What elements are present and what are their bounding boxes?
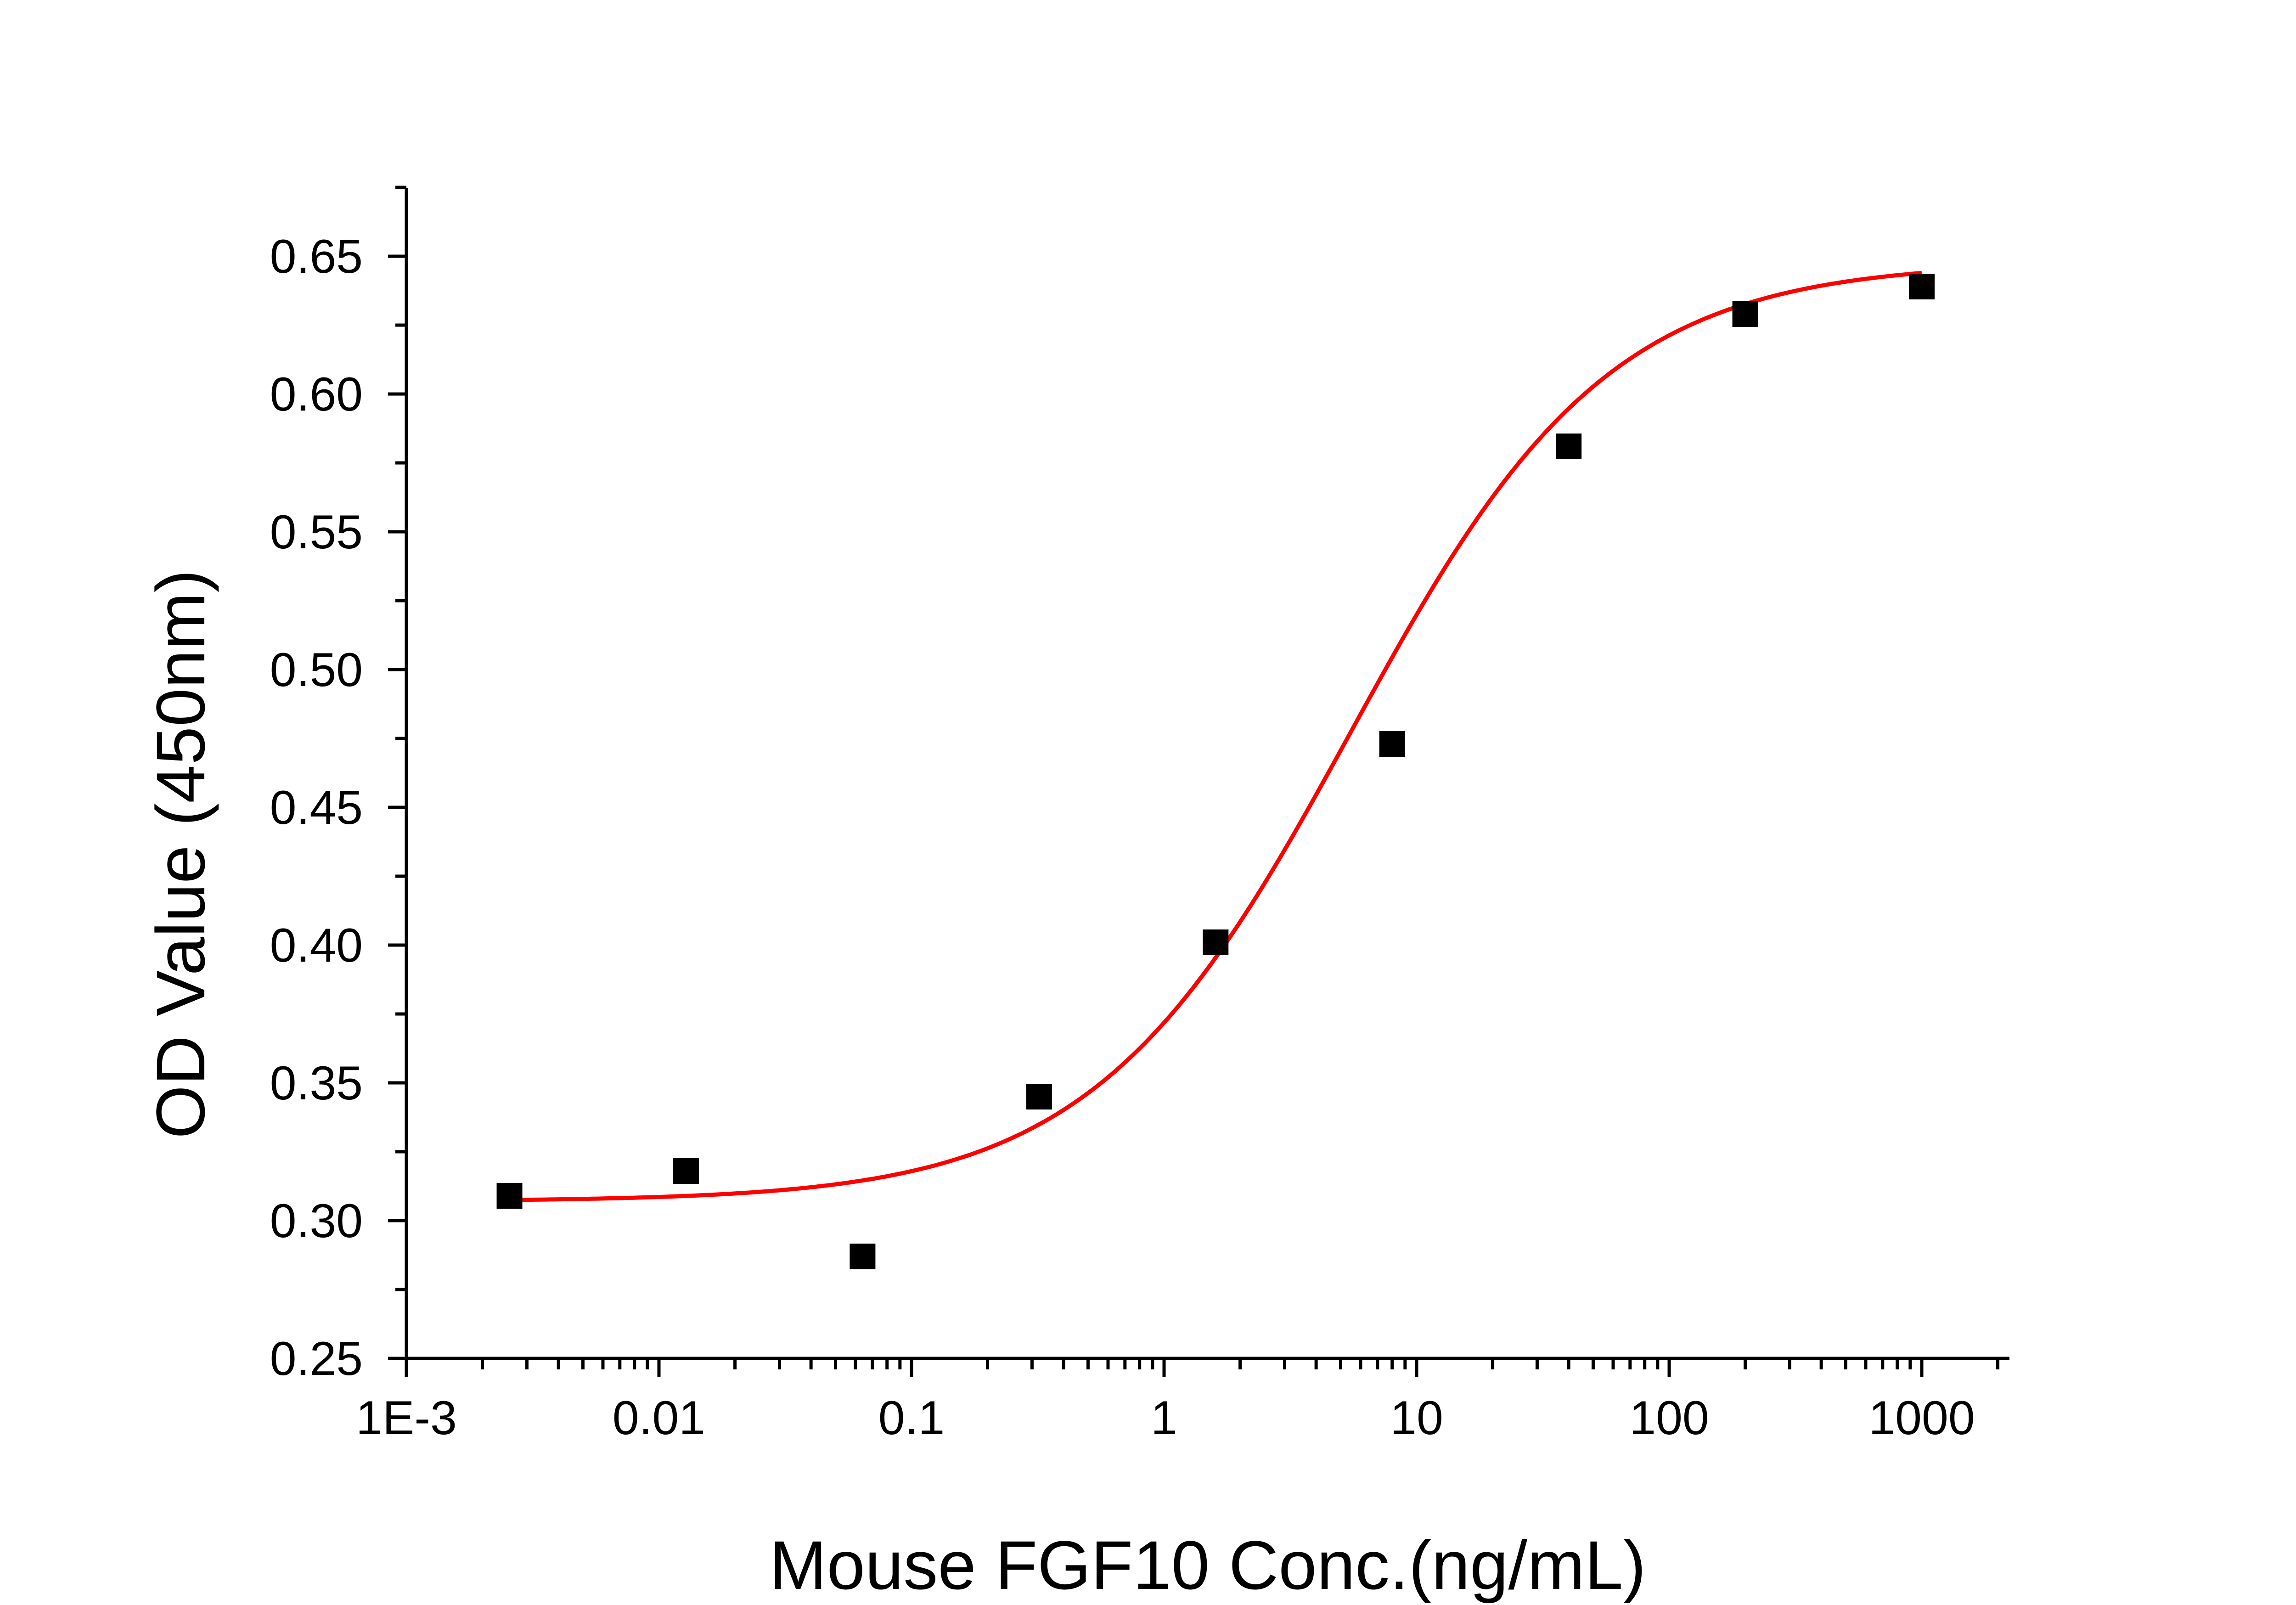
x-axis-title: Mouse FGF10 Conc.(ng/mL) (770, 1526, 1646, 1604)
data-points-layer (496, 274, 1935, 1269)
y-tick-label: 0.25 (270, 1332, 363, 1385)
fit-curve-layer (509, 270, 1922, 1202)
data-point (673, 1158, 699, 1184)
axes (405, 188, 2009, 1360)
x-tick-label: 10 (1390, 1391, 1443, 1445)
y-tick-label: 0.30 (270, 1194, 363, 1248)
y-tick-label: 0.65 (270, 230, 363, 283)
y-axis-title: OD Value (450nm) (142, 569, 219, 1138)
y-tick-label: 0.55 (270, 506, 363, 559)
data-point (1379, 731, 1405, 757)
x-tick-label: 1000 (1868, 1391, 1975, 1445)
x-tick-label: 0.1 (878, 1391, 945, 1445)
x-tick-label: 1E-3 (356, 1391, 457, 1445)
y-tick-label: 0.45 (270, 781, 363, 834)
y-tick-label: 0.35 (270, 1057, 363, 1110)
data-point (850, 1244, 876, 1269)
y-tick-label: 0.50 (270, 643, 363, 697)
y-tick-label: 0.40 (270, 919, 363, 972)
data-point (1203, 929, 1229, 955)
fit-curve (509, 270, 1922, 1202)
data-point (1026, 1084, 1052, 1109)
data-point (496, 1183, 523, 1209)
x-tick-label: 1 (1151, 1391, 1177, 1445)
x-tick-label: 0.01 (613, 1391, 705, 1445)
y-tick-label: 0.60 (270, 368, 363, 421)
ticks: 1E-3 0.01 0.1 1 10 100 1000 0.25 0.30 0.35 0.40 0.4… (270, 186, 2000, 1445)
data-point (1556, 434, 1582, 459)
data-point (1909, 274, 1935, 299)
data-point (1732, 301, 1758, 327)
x-tick-label: 100 (1629, 1391, 1709, 1445)
